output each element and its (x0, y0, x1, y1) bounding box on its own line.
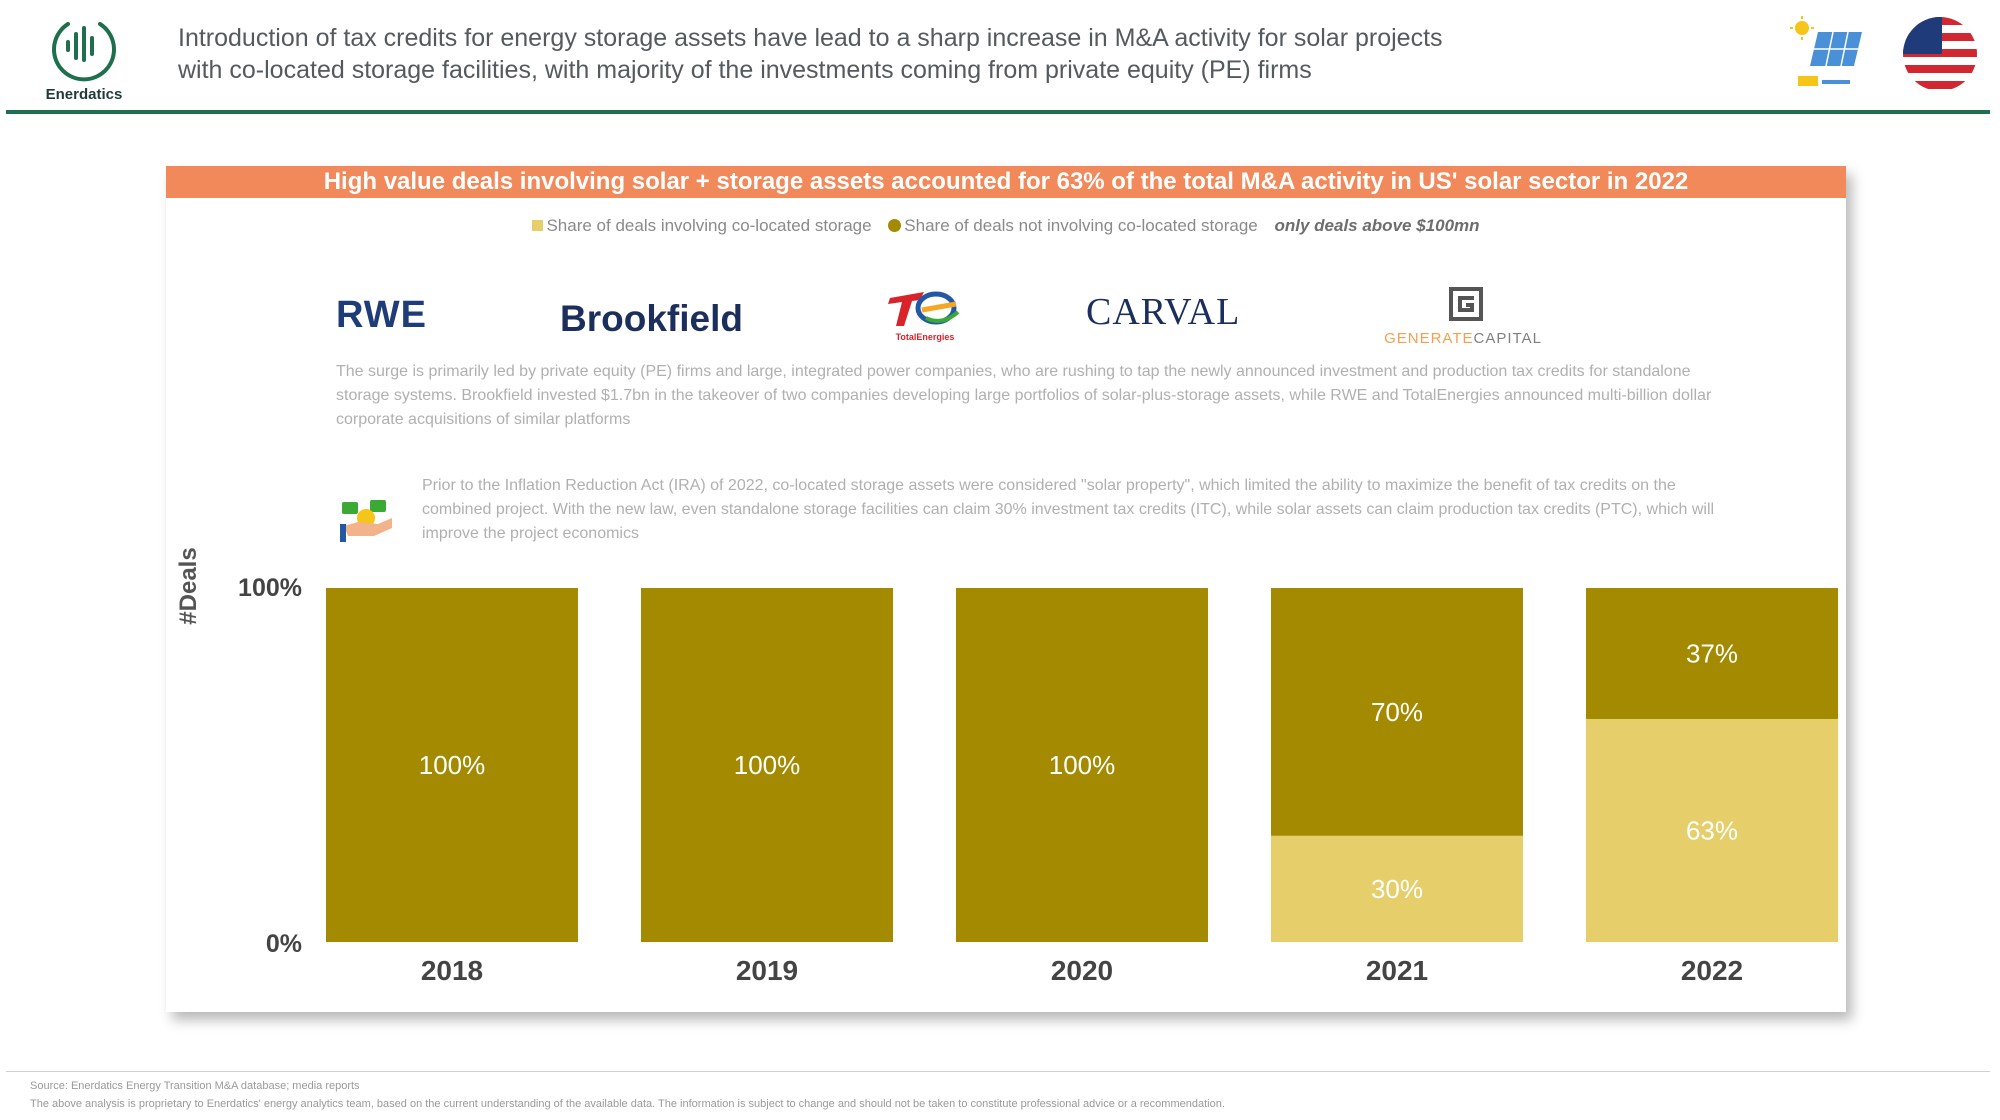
generate-capital-icon (1449, 287, 1483, 321)
bar-2021-series-2 (1271, 588, 1523, 836)
logo-text: Enerdatics (45, 86, 123, 103)
enerdatics-logo[interactable]: Enerdatics (36, 10, 132, 110)
solar-panel-icon (1790, 16, 1862, 86)
x-tick-2022: 2022 (1681, 955, 1743, 986)
us-flag-icon (1903, 17, 1977, 91)
brookfield-logo: Brookfield (560, 298, 743, 339)
headline-line-1: Introduction of tax credits for energy s… (178, 24, 1443, 52)
header-divider (6, 110, 1990, 114)
legend-item-with-storage: Share of deals involving co-located stor… (546, 216, 872, 235)
y-tick-0: 0% (266, 930, 302, 958)
bar-2019-series-2 (641, 588, 893, 942)
totalenergies-logo: TotalEnergies (884, 284, 966, 346)
chart-legend: Share of deals involving co-located stor… (166, 216, 1846, 236)
totalenergies-label: TotalEnergies (895, 332, 955, 342)
page-title: Introduction of tax credits for energy s… (178, 22, 1738, 86)
enerdatics-logo-icon (52, 22, 116, 82)
y-tick-100: 100% (238, 574, 302, 602)
bar-2018-series-2 (326, 588, 578, 942)
data-label-2022-series-1: 63% (1686, 815, 1738, 845)
chart-bars: 100% 2018 100% 2019 100% 2020 30% 70% 2021 63% 37%… (326, 588, 1838, 986)
x-tick-2018: 2018 (421, 955, 483, 986)
header: Enerdatics Introduction of tax credits f… (0, 0, 2000, 115)
footer-divider (6, 1071, 1990, 1072)
tax-credit-icon (340, 500, 392, 542)
data-label-2020-series-2: 100% (1049, 750, 1116, 780)
data-label-2018-series-2: 100% (419, 750, 486, 780)
data-label-2022-series-2: 37% (1686, 638, 1738, 668)
x-tick-2019: 2019 (736, 955, 798, 986)
legend-note: only deals above $100mn (1274, 216, 1480, 235)
carval-logo: CARVAL (1086, 291, 1241, 333)
legend-item-without-storage: Share of deals not involving co-located … (904, 216, 1258, 235)
source-note: Source: Enerdatics Energy Transition M&A… (30, 1080, 360, 1092)
y-axis-label: #Deals (175, 547, 202, 624)
bar-2022-series-2 (1586, 588, 1838, 719)
stacked-bar-chart: #Deals 100% 0% 100% 2018 100% 2019 100% 2020 3… (175, 547, 1838, 986)
surge-paragraph: The surge is primarily led by private eq… (336, 363, 1712, 428)
data-label-2021-series-2: 70% (1371, 697, 1423, 727)
disclaimer: The above analysis is proprietary to Ene… (30, 1098, 1225, 1110)
data-label-2019-series-2: 100% (734, 750, 801, 780)
bar-2021-series-1 (1271, 835, 1523, 942)
headline-line-2: with co-located storage facilities, with… (178, 56, 1312, 84)
bar-2020-series-2 (956, 588, 1208, 942)
bar-2022-series-1 (1586, 718, 1838, 942)
main-card: High value deals involving solar + stora… (166, 166, 1846, 1012)
ira-paragraph: Prior to the Inflation Reduction Act (IR… (422, 477, 1715, 542)
legend-swatch-without-storage (888, 219, 902, 232)
generate-capital-logo: GENERATECAPITAL (1368, 286, 1558, 350)
banner: High value deals involving solar + stora… (166, 166, 1846, 198)
generate-capital-label: GENERATECAPITAL (1368, 330, 1558, 347)
generate-label-part2: CAPITAL (1473, 330, 1542, 347)
x-tick-2020: 2020 (1051, 955, 1113, 986)
legend-swatch-with-storage (532, 220, 544, 231)
x-tick-2021: 2021 (1366, 955, 1428, 986)
rwe-logo: RWE (336, 294, 427, 336)
totalenergies-icon (888, 291, 960, 326)
generate-label-part1: GENERATE (1384, 330, 1474, 347)
data-label-2021-series-1: 30% (1371, 874, 1423, 904)
